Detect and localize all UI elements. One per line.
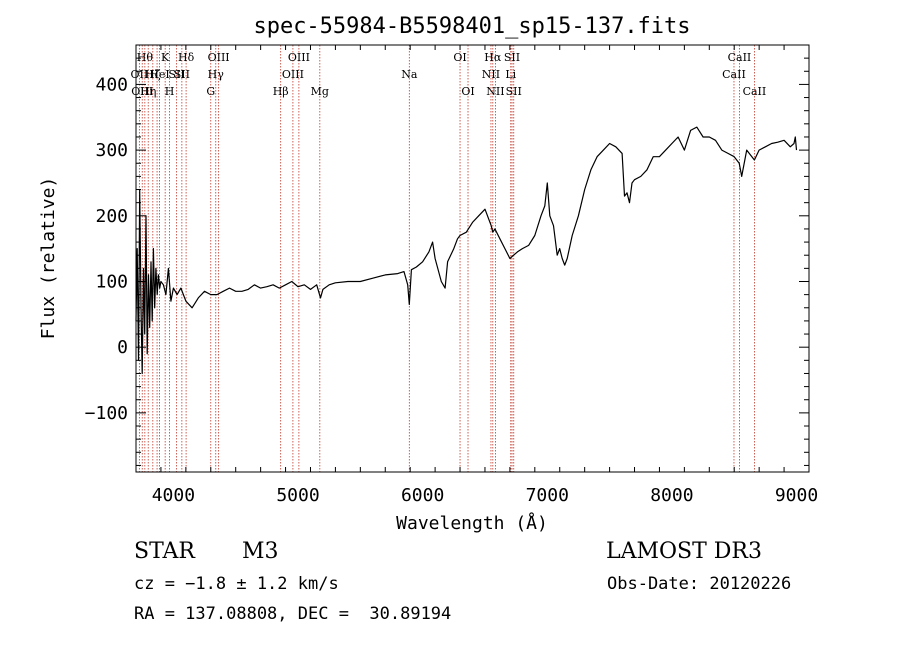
coordinates: RA = 137.08808, DEC = 30.89194 <box>134 604 452 624</box>
line-marker-label: Hβ <box>273 85 289 98</box>
series-layer <box>135 126 798 375</box>
line-marker-label: HeI <box>149 68 169 81</box>
line-marker-label: G <box>206 85 215 98</box>
line-marker-label: Na <box>401 68 418 81</box>
line-marker-label: OIII <box>288 51 310 64</box>
line-marker-label: NII <box>482 68 500 81</box>
line-marker-label: Hθ <box>137 51 154 64</box>
line-marker-label: Hα <box>484 51 502 64</box>
line-marker-label: Hη <box>140 85 156 98</box>
survey-name: LAMOST DR3 <box>606 539 762 564</box>
object-subclass: M3 <box>242 539 279 564</box>
object-class: STAR <box>134 539 195 564</box>
plot-frame <box>135 44 810 473</box>
line-marker-label: OIII <box>282 68 304 81</box>
y-tick-label: 0 <box>117 337 128 358</box>
y-tick-label: 100 <box>95 271 128 292</box>
line-marker-label: OI <box>461 85 474 98</box>
x-tick-label: 6000 <box>401 485 444 506</box>
x-tick-label: 8000 <box>650 485 693 506</box>
y-tick-label: 200 <box>95 206 128 227</box>
y-tick-label: −100 <box>85 403 128 424</box>
x-tick-label: 9000 <box>775 485 818 506</box>
line-marker-label: Mg <box>311 85 329 98</box>
redshift-velocity: cz = −1.8 ± 1.2 km/s <box>134 574 339 594</box>
x-axis-label: Wavelength (Å) <box>396 512 548 534</box>
line-marker-labels: OIIOIIIHθHηHζHeIKHSIISIIHδGHγOIIIHβOIIIO… <box>131 51 767 98</box>
x-tick-label: 5000 <box>276 485 319 506</box>
line-marker-label: OIII <box>208 51 230 64</box>
x-tick-label: 4000 <box>152 485 195 506</box>
line-marker-label: NII <box>486 85 504 98</box>
x-tick-label: 7000 <box>526 485 569 506</box>
line-marker-label: K <box>161 51 170 64</box>
line-marker-label: OIII <box>131 85 153 98</box>
line-marker-label: SII <box>504 51 520 64</box>
line-marker-label: OII <box>131 68 149 81</box>
chart-title: spec-55984-B5598401_sp15-137.fits <box>253 14 690 39</box>
line-marker-label: CaII <box>722 68 746 81</box>
line-marker-label: SII <box>174 68 190 81</box>
line-marker-label: H <box>165 85 175 98</box>
y-axis-label: Flux (relative) <box>38 177 59 340</box>
line-marker-label: CaII <box>728 51 752 64</box>
line-marker-label: OI <box>453 51 466 64</box>
line-marker-label: Hζ <box>145 68 161 81</box>
line-marker-label: CaII <box>743 85 767 98</box>
axis-ticks <box>135 44 810 472</box>
spectrum-line <box>135 126 798 375</box>
axis-tick-labels: 4000 5000 6000 7000 8000 9000 −100 0 100 200 300 40… <box>85 74 819 506</box>
line-marker-label: SII <box>169 68 185 81</box>
y-tick-label: 300 <box>95 140 128 161</box>
line-markers <box>138 45 755 472</box>
observation-date: Obs-Date: 20120226 <box>607 574 792 594</box>
line-marker-label: Li <box>505 68 516 81</box>
line-marker-label: Hγ <box>208 68 225 81</box>
y-tick-label: 400 <box>95 74 128 95</box>
line-marker-label: Hδ <box>178 51 195 64</box>
line-marker-label: SII <box>506 85 522 98</box>
